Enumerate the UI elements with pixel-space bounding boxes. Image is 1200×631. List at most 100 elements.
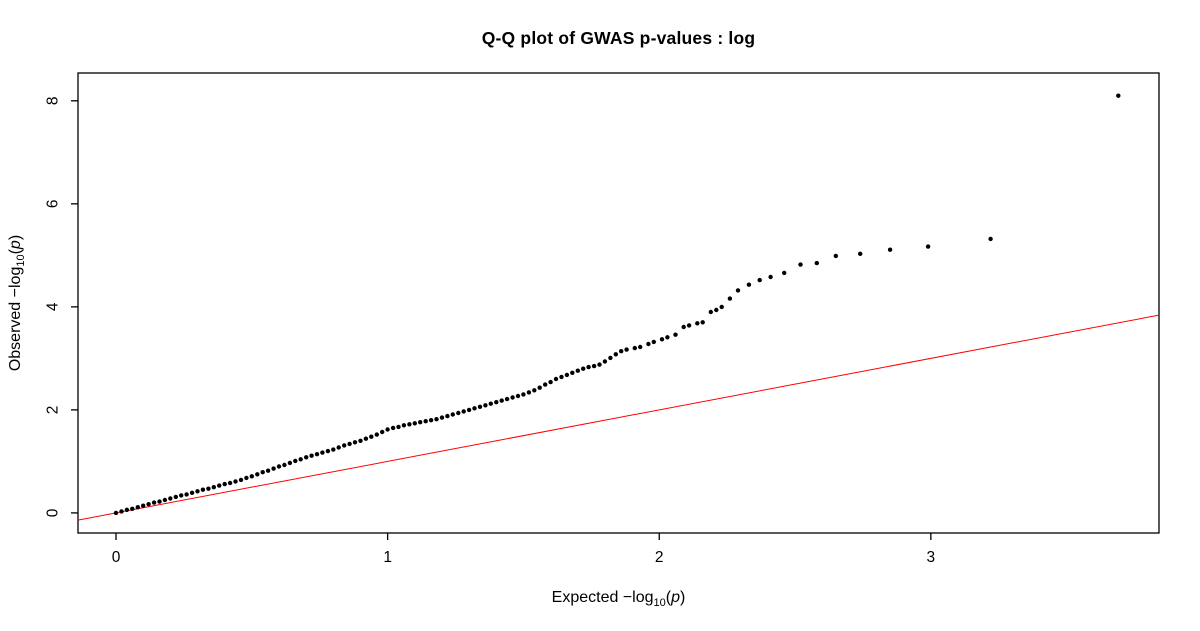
x-axis-label: Expected −log10(p) — [78, 589, 1159, 609]
y-tick-label: 0 — [45, 508, 62, 517]
data-point — [638, 344, 643, 350]
data-point — [543, 382, 548, 387]
data-point — [450, 412, 455, 417]
data-point — [200, 487, 206, 492]
data-point — [141, 503, 146, 508]
data-point — [179, 493, 184, 498]
data-point — [439, 415, 445, 420]
data-point — [135, 505, 140, 510]
data-point — [287, 460, 293, 466]
data-point — [548, 379, 553, 385]
y-tick-label: 6 — [45, 200, 62, 209]
identity-line — [77, 314, 1160, 521]
data-point — [249, 474, 254, 479]
data-point — [173, 494, 178, 500]
y-axis-label-variable: p — [6, 240, 24, 250]
y-axis-label: Observed −log10(p) — [7, 235, 27, 371]
x-axis: 0 1 2 3 — [112, 533, 935, 566]
data-point — [124, 507, 130, 512]
data-point — [390, 425, 396, 431]
data-point — [608, 355, 613, 361]
data-point — [428, 418, 434, 423]
x-axis-label-paren-open: ( — [665, 589, 672, 606]
y-axis: 0 2 4 6 8 — [45, 97, 78, 517]
data-point — [309, 453, 314, 458]
data-point — [211, 485, 216, 490]
data-point — [162, 497, 168, 503]
y-tick-label: 4 — [45, 302, 62, 311]
data-point — [632, 345, 637, 351]
data-point — [466, 407, 472, 413]
data-point — [461, 409, 466, 414]
x-axis-label-paren-close: ) — [680, 589, 686, 606]
data-point — [570, 370, 575, 375]
data-point — [385, 427, 390, 432]
data-point — [189, 490, 195, 495]
data-point — [575, 368, 580, 373]
x-tick-label: 2 — [655, 549, 664, 566]
data-point — [374, 432, 379, 437]
data-point — [564, 372, 570, 378]
reference-line — [77, 314, 1160, 521]
data-point — [195, 489, 200, 494]
data-point — [597, 362, 602, 367]
data-point — [624, 347, 629, 352]
data-point — [814, 260, 819, 266]
data-point — [331, 447, 336, 452]
x-tick-label: 1 — [383, 549, 392, 566]
data-point — [833, 253, 838, 259]
data-point — [282, 462, 287, 468]
data-point — [423, 419, 428, 424]
data-point — [537, 385, 542, 390]
data-point — [504, 396, 510, 402]
data-point — [396, 424, 401, 430]
data-point — [586, 364, 591, 370]
data-point — [130, 506, 135, 511]
data-point — [887, 247, 893, 252]
data-point — [206, 486, 211, 491]
data-point — [510, 395, 515, 400]
data-point — [445, 413, 450, 419]
data-point — [342, 443, 347, 448]
data-point — [526, 390, 532, 395]
data-point — [320, 450, 325, 455]
data-point — [352, 440, 358, 445]
data-point — [553, 376, 559, 382]
y-axis-label-text: Observed −log — [6, 266, 24, 372]
data-point — [151, 500, 157, 505]
data-point — [651, 339, 656, 345]
y-axis-label-subscript: 10 — [15, 254, 28, 267]
data-point — [727, 296, 733, 301]
data-point — [271, 466, 276, 471]
data-point — [276, 464, 282, 469]
data-point — [521, 392, 526, 397]
data-point — [369, 434, 374, 439]
data-point — [673, 332, 678, 337]
data-point — [265, 468, 271, 473]
data-point — [613, 352, 618, 357]
data-point — [418, 420, 423, 425]
y-axis-label-paren-close: ) — [6, 234, 24, 241]
data-point — [146, 502, 151, 507]
data-point — [619, 349, 624, 354]
data-point — [494, 400, 499, 405]
data-point — [477, 404, 483, 409]
data-point — [488, 401, 493, 406]
plot-box — [77, 72, 1160, 534]
data-point — [768, 274, 773, 280]
data-point — [233, 479, 238, 484]
x-axis-label-variable: p — [671, 589, 680, 606]
data-point — [238, 477, 244, 483]
data-point — [227, 480, 233, 486]
data-point — [347, 441, 352, 447]
data-point — [499, 398, 504, 403]
data-point — [665, 335, 670, 340]
data-point — [244, 475, 249, 481]
data-point — [168, 496, 173, 501]
data-point — [925, 244, 931, 249]
data-point — [113, 510, 119, 516]
data-point — [363, 436, 369, 441]
data-point — [681, 324, 686, 330]
data-point — [559, 374, 564, 380]
